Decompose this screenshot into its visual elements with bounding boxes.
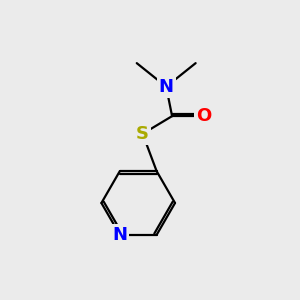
Text: S: S — [136, 125, 149, 143]
Text: N: N — [159, 78, 174, 96]
Text: O: O — [196, 107, 211, 125]
Text: N: N — [112, 226, 127, 244]
